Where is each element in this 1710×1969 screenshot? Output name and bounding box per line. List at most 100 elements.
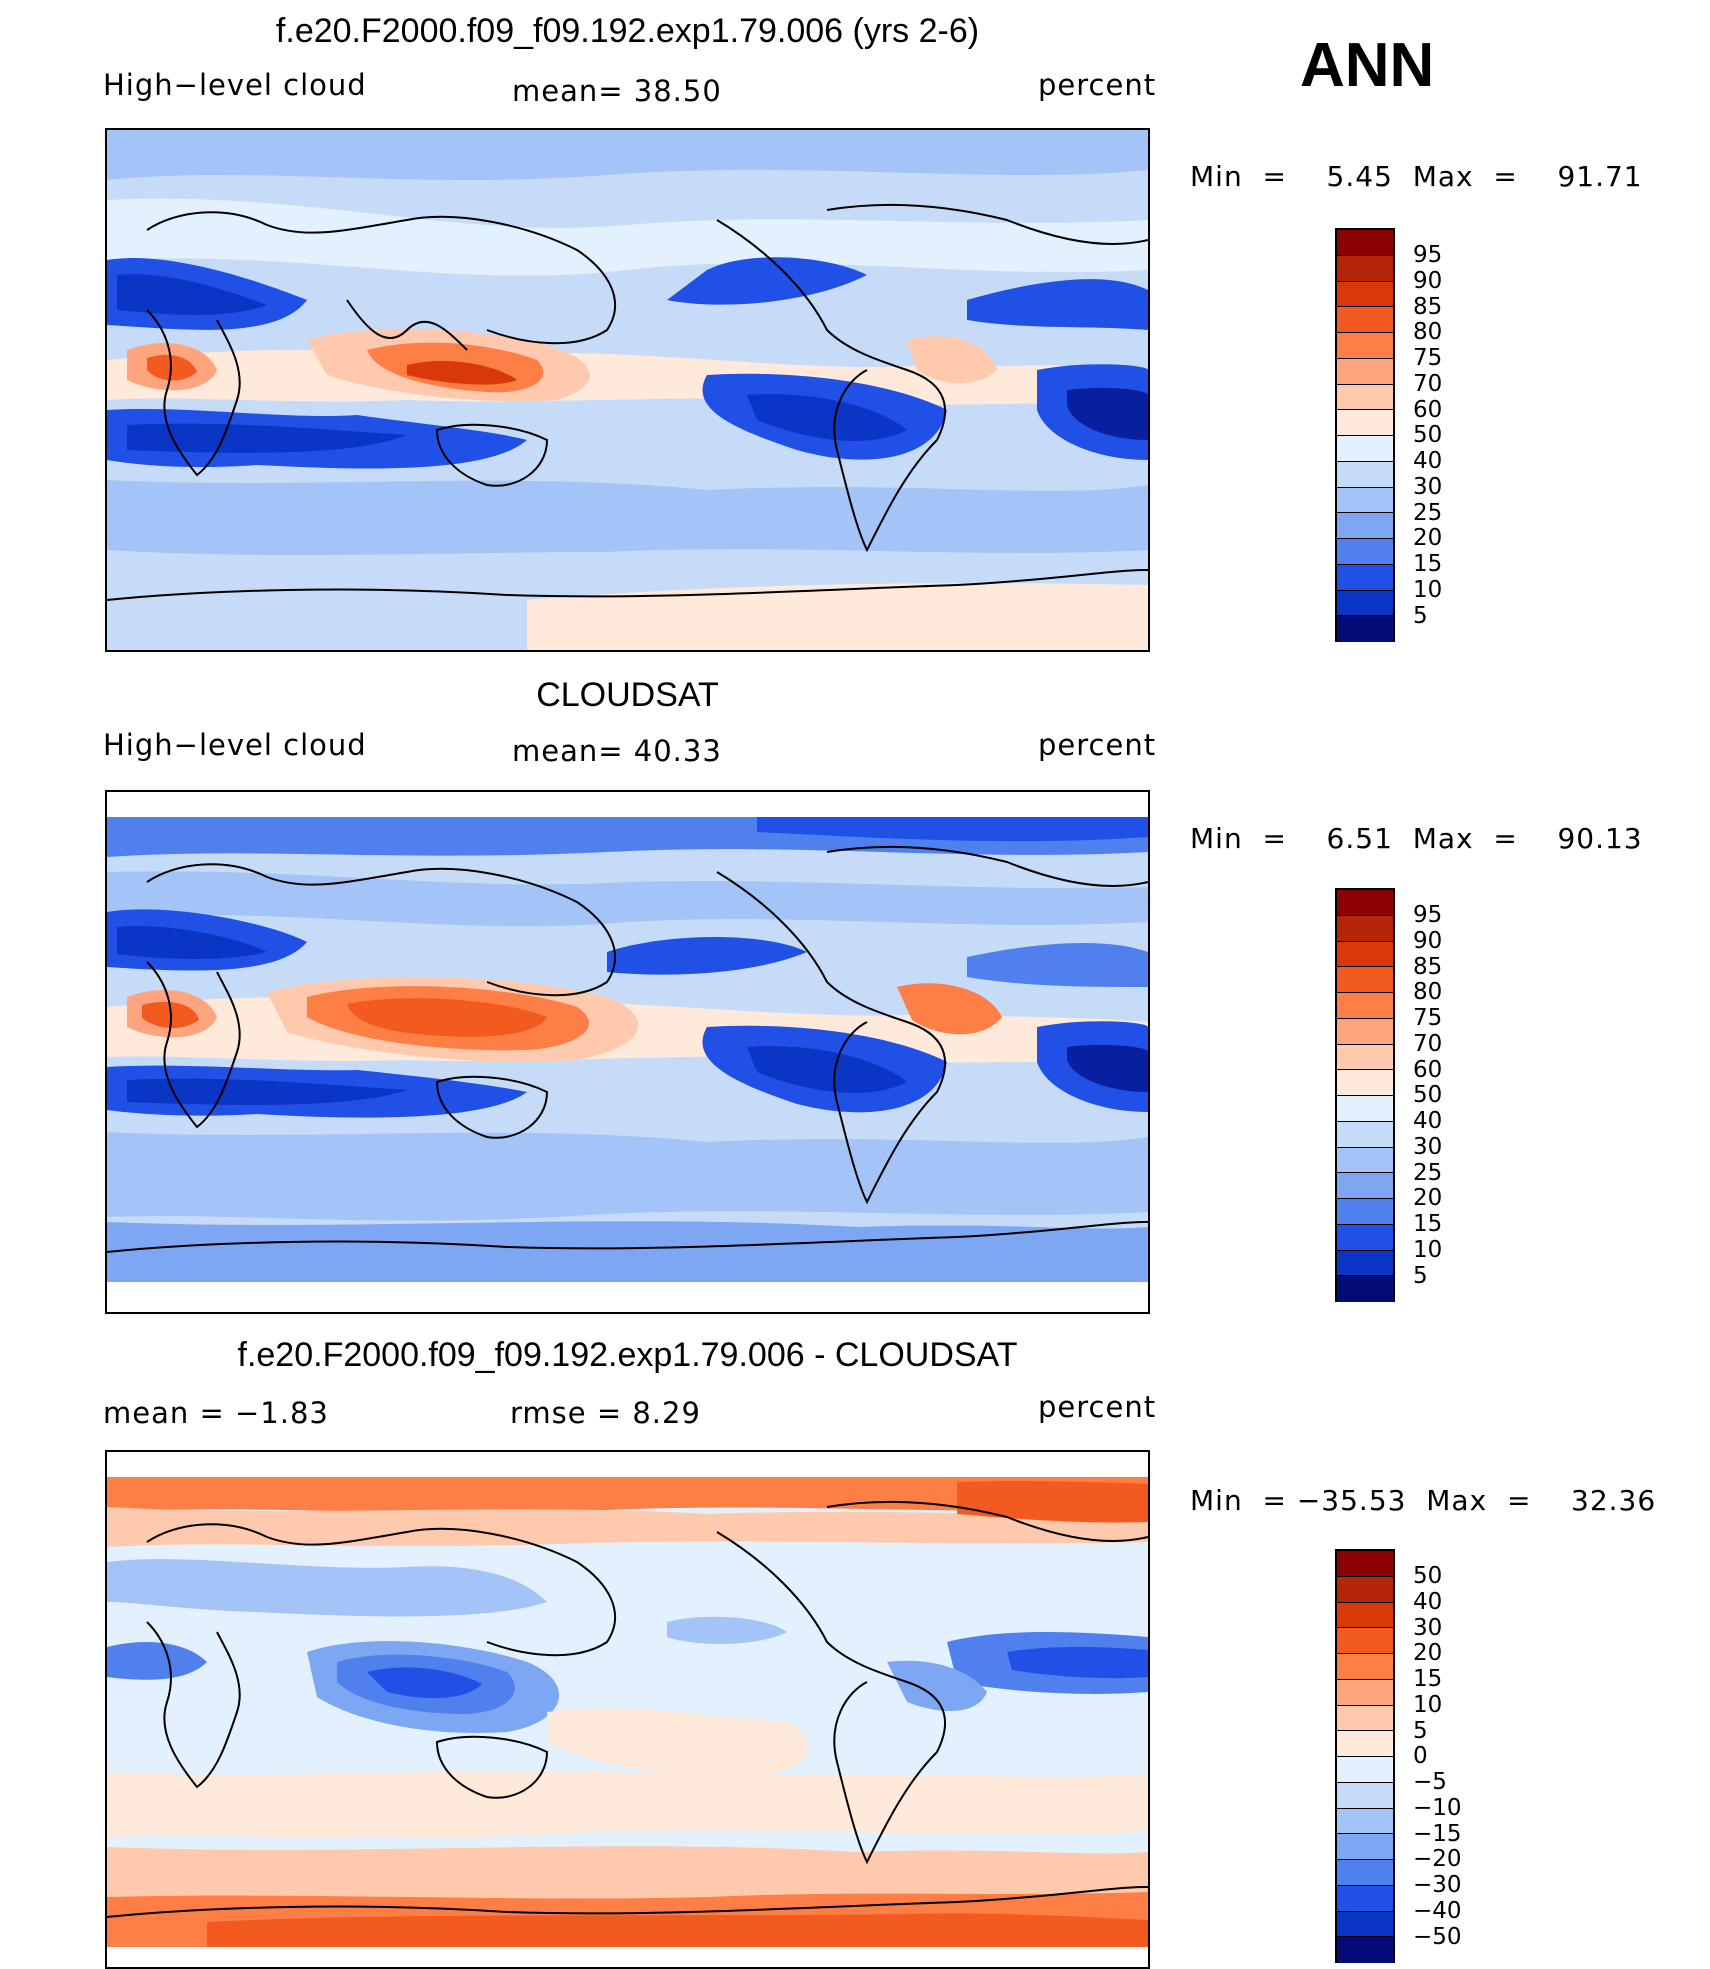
- colorbar-swatch: [1337, 333, 1393, 359]
- colorbar-swatch: [1337, 993, 1393, 1019]
- colorbar-swatch: [1337, 487, 1393, 514]
- season-label: ANN: [1300, 31, 1435, 100]
- colorbar-label: 5: [1413, 603, 1428, 629]
- panel-1-units-label: percent: [1038, 68, 1157, 102]
- colorbar-swatch: [1337, 1705, 1393, 1732]
- panel-2-mean-label: mean= 40.33: [512, 734, 722, 768]
- panel-2-map: [105, 790, 1150, 1314]
- panel-2-title: CLOUDSAT: [536, 676, 719, 714]
- colorbar-swatch: [1337, 1576, 1393, 1603]
- colorbar-swatch: [1337, 564, 1393, 591]
- panel-1-map: [105, 128, 1150, 652]
- colorbar-label: 15: [1413, 1211, 1443, 1237]
- colorbar-label: 75: [1413, 345, 1443, 371]
- colorbar-swatch: [1337, 1147, 1393, 1174]
- colorbar-label: 90: [1413, 268, 1443, 294]
- colorbar-label: 5: [1413, 1263, 1428, 1289]
- colorbar-label: 10: [1413, 1692, 1443, 1718]
- colorbar-swatch: [1337, 941, 1393, 968]
- colorbar-swatch: [1337, 384, 1393, 411]
- colorbar-label: 85: [1413, 294, 1443, 320]
- colorbar-label: −50: [1413, 1924, 1462, 1950]
- colorbar-label: 40: [1413, 448, 1443, 474]
- colorbar-label: 50: [1413, 1563, 1443, 1589]
- colorbar-label: 75: [1413, 1005, 1443, 1031]
- panel-2-contour-field: [107, 792, 1148, 1312]
- colorbar-swatch: [1337, 307, 1393, 333]
- panel-3-map: [105, 1450, 1150, 1969]
- colorbar-label: 20: [1413, 1185, 1443, 1211]
- colorbar-label: 50: [1413, 1082, 1443, 1108]
- colorbar-swatch: [1337, 1173, 1393, 1199]
- colorbar-label: 95: [1413, 902, 1443, 928]
- colorbar-label: 90: [1413, 928, 1443, 954]
- colorbar-swatch: [1337, 1096, 1393, 1122]
- colorbar-label: 85: [1413, 954, 1443, 980]
- colorbar-swatch: [1337, 1860, 1393, 1886]
- colorbar-label: −20: [1413, 1846, 1462, 1872]
- colorbar-swatch: [1337, 1911, 1393, 1938]
- colorbar-label: 15: [1413, 551, 1443, 577]
- panel-3-rmse-label: rmse = 8.29: [510, 1396, 701, 1430]
- colorbar-swatch: [1337, 616, 1393, 642]
- panel-3-colorbar: [1335, 1549, 1395, 1963]
- panel-3-minmax: Min = −35.53 Max = 32.36: [1190, 1484, 1657, 1517]
- panel-3-units-label: percent: [1038, 1390, 1157, 1424]
- colorbar-label: 10: [1413, 1237, 1443, 1263]
- colorbar-swatch: [1337, 1628, 1393, 1654]
- colorbar-swatch: [1337, 461, 1393, 488]
- colorbar-label: 0: [1413, 1743, 1428, 1769]
- colorbar-label: 5: [1413, 1718, 1428, 1744]
- colorbar-label: −15: [1413, 1821, 1462, 1847]
- panel-1-contour-field: [107, 130, 1148, 650]
- colorbar-swatch: [1337, 1224, 1393, 1251]
- colorbar-swatch: [1337, 539, 1393, 565]
- panel-1-minmax: Min = 5.45 Max = 91.71: [1190, 160, 1643, 193]
- colorbar-label: 80: [1413, 979, 1443, 1005]
- colorbar-swatch: [1337, 358, 1393, 385]
- colorbar-swatch: [1337, 1885, 1393, 1912]
- colorbar-label: 70: [1413, 1031, 1443, 1057]
- colorbar-label: 60: [1413, 1057, 1443, 1083]
- panel-1-variable-label: High−level cloud: [103, 68, 367, 102]
- panel-1-colorbar: [1335, 228, 1395, 642]
- colorbar-label: 50: [1413, 422, 1443, 448]
- colorbar-swatch: [1337, 1679, 1393, 1706]
- colorbar-swatch: [1337, 1044, 1393, 1071]
- colorbar-label: 70: [1413, 371, 1443, 397]
- colorbar-label: −30: [1413, 1872, 1462, 1898]
- colorbar-swatch: [1337, 1834, 1393, 1860]
- colorbar-swatch: [1337, 915, 1393, 942]
- colorbar-swatch: [1337, 1731, 1393, 1757]
- colorbar-swatch: [1337, 890, 1393, 916]
- colorbar-swatch: [1337, 1782, 1393, 1809]
- panel-2-minmax: Min = 6.51 Max = 90.13: [1190, 822, 1643, 855]
- colorbar-label: 30: [1413, 1134, 1443, 1160]
- colorbar-swatch: [1337, 1276, 1393, 1302]
- panel-1-mean-label: mean= 38.50: [512, 74, 722, 108]
- panel-2-colorbar: [1335, 888, 1395, 1302]
- colorbar-label: 60: [1413, 397, 1443, 423]
- colorbar-swatch: [1337, 230, 1393, 256]
- colorbar-swatch: [1337, 1937, 1393, 1963]
- colorbar-label: 40: [1413, 1108, 1443, 1134]
- colorbar-label: 95: [1413, 242, 1443, 268]
- colorbar-label: 25: [1413, 500, 1443, 526]
- colorbar-label: 30: [1413, 474, 1443, 500]
- colorbar-swatch: [1337, 1018, 1393, 1045]
- colorbar-swatch: [1337, 513, 1393, 539]
- colorbar-swatch: [1337, 1250, 1393, 1277]
- colorbar-swatch: [1337, 1808, 1393, 1835]
- colorbar-label: 10: [1413, 577, 1443, 603]
- panel-2-units-label: percent: [1038, 728, 1157, 762]
- panel-3-contour-field: [107, 1452, 1148, 1967]
- panel-1-title: f.e20.F2000.f09_f09.192.exp1.79.006 (yrs…: [275, 12, 980, 50]
- panel-2-variable-label: High−level cloud: [103, 728, 367, 762]
- colorbar-label: 40: [1413, 1589, 1443, 1615]
- colorbar-label: −40: [1413, 1898, 1462, 1924]
- colorbar-label: 25: [1413, 1160, 1443, 1186]
- colorbar-swatch: [1337, 1121, 1393, 1148]
- colorbar-swatch: [1337, 1602, 1393, 1629]
- colorbar-label: 30: [1413, 1615, 1443, 1641]
- colorbar-label: −5: [1413, 1769, 1447, 1795]
